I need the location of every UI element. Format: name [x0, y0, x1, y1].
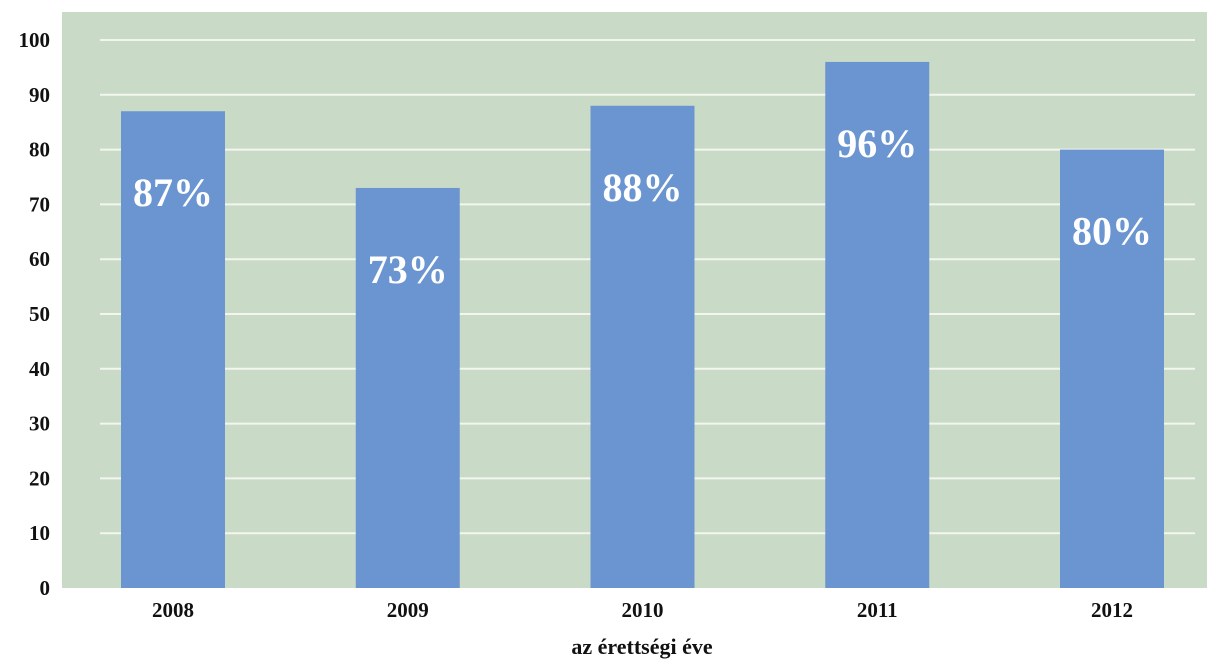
data-label: 88% [603, 165, 683, 210]
x-axis-ticks: 2008 2009 2010 2011 2012 [152, 598, 1133, 622]
y-tick-label: 20 [29, 466, 50, 490]
x-axis-title: az érettségi éve [571, 634, 713, 659]
y-tick-label: 80 [29, 138, 50, 162]
y-tick-label: 70 [29, 192, 50, 216]
bar [825, 61, 930, 589]
data-label: 80% [1072, 209, 1152, 254]
bar [1060, 149, 1164, 588]
y-tick-label: 60 [29, 247, 50, 271]
y-tick-label: 0 [40, 576, 51, 600]
y-tick-label: 90 [29, 83, 50, 107]
x-tick-label: 2008 [152, 598, 194, 622]
y-tick-label: 40 [29, 357, 50, 381]
data-label: 96% [837, 121, 917, 166]
x-tick-label: 2009 [387, 598, 429, 622]
bar [355, 187, 460, 588]
data-label: 73% [368, 247, 448, 292]
x-tick-label: 2011 [857, 598, 898, 622]
x-tick-label: 2010 [622, 598, 664, 622]
y-axis-ticks: 0 10 20 30 40 50 60 70 80 90 100 [19, 28, 51, 600]
data-label: 87% [133, 170, 213, 215]
y-tick-label: 50 [29, 302, 50, 326]
bars: 87% 73% 88% 96% 80% [121, 61, 1164, 589]
x-tick-label: 2012 [1091, 598, 1133, 622]
bar [590, 105, 695, 588]
bar [121, 111, 225, 589]
y-tick-label: 10 [29, 521, 50, 545]
y-tick-label: 30 [29, 412, 50, 436]
y-tick-label: 100 [19, 28, 51, 52]
